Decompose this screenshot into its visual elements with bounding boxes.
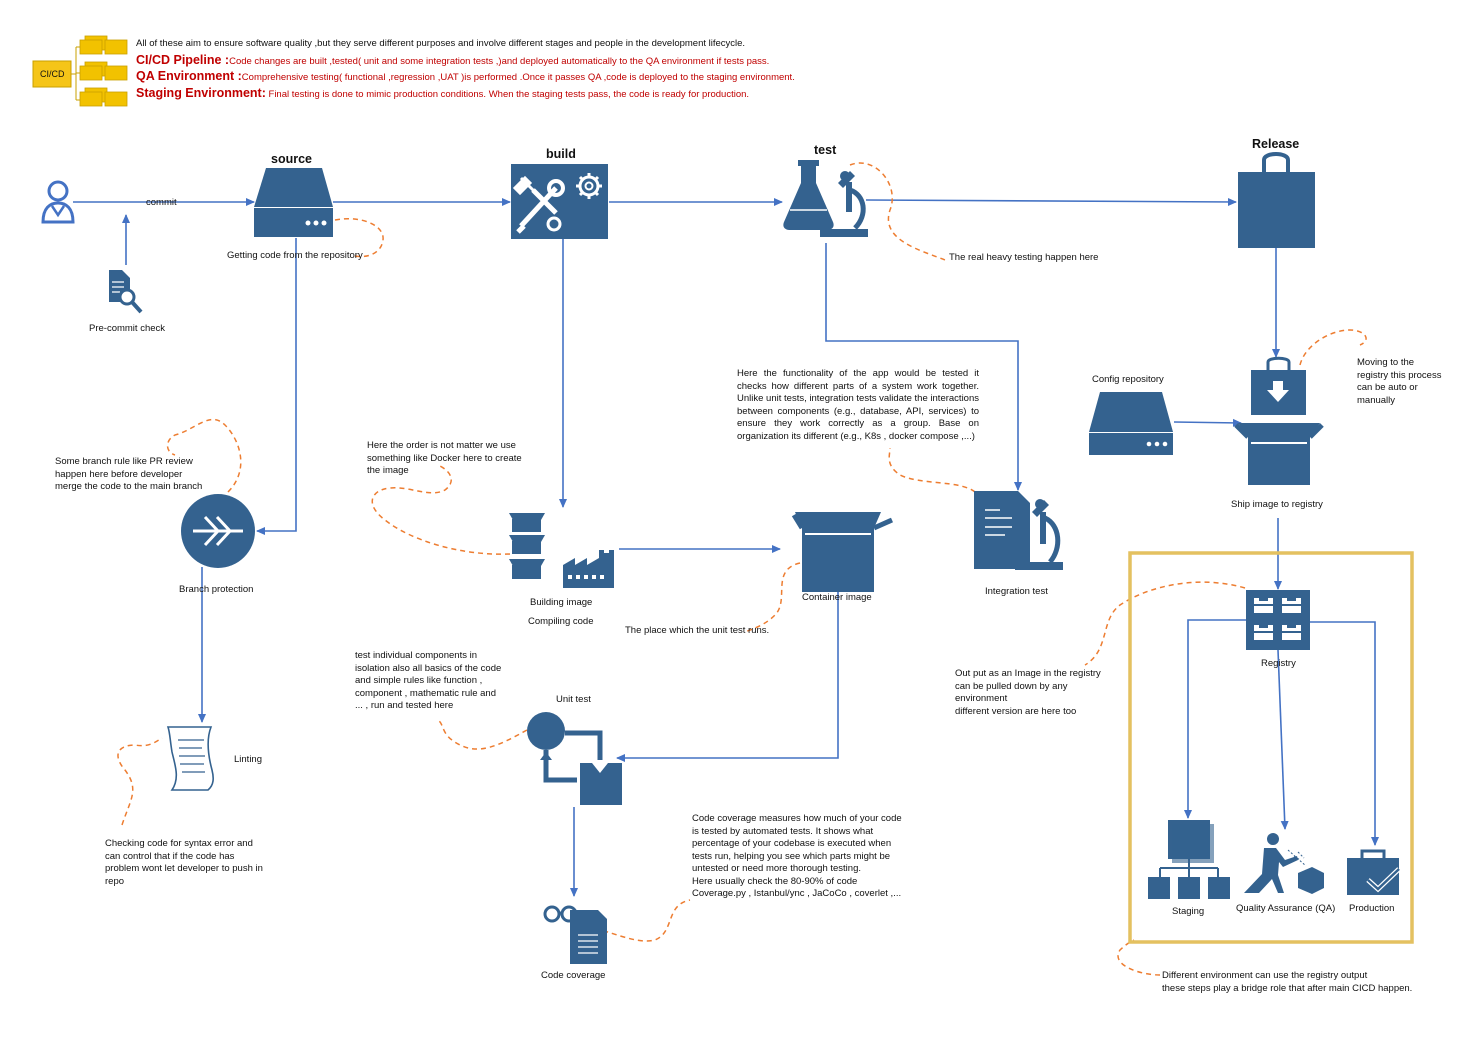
code-coverage-icon	[543, 905, 607, 964]
branch-protection-label: Branch protection	[179, 584, 254, 595]
linting-scroll-icon	[166, 726, 214, 791]
flow-arrows	[73, 197, 1379, 897]
legend-text: Final testing is done to mimic productio…	[265, 89, 750, 100]
integration-test-icon	[974, 491, 1063, 570]
document-search-icon	[109, 270, 143, 314]
stage-test-title: test	[814, 143, 837, 157]
legend-item-qa: QA Environment :Comprehensive testing( f…	[136, 69, 795, 83]
output-image-note: Out put as an Image in the registry can …	[955, 668, 1105, 718]
coverage-note: Code coverage measures how much of your …	[692, 813, 904, 901]
env-note: Different environment can use the regist…	[1162, 970, 1368, 981]
release-bag-icon	[1238, 152, 1315, 248]
lab-test-icon	[783, 160, 868, 237]
output-image-versions: different version are here too	[955, 705, 1077, 717]
config-server-icon	[1089, 392, 1173, 455]
code-coverage-label: Code coverage	[541, 970, 606, 981]
legend-text: Code changes are built ,tested( unit and…	[229, 56, 770, 67]
unit-place-note: The place which the unit test runs.	[625, 625, 770, 636]
linting-note: Checking code for syntax error and can c…	[105, 838, 263, 887]
env-note-bridge: these steps play a bridge role that afte…	[1162, 983, 1413, 994]
staging-hierarchy-icon	[1148, 820, 1230, 899]
docker-note: Here the order is not matter we use some…	[367, 440, 522, 476]
container-box-icon	[791, 512, 894, 592]
linting-label: Linting	[234, 754, 262, 765]
source-server-icon	[254, 168, 333, 237]
integration-test-label: Integration test	[985, 586, 1048, 597]
compiling-code-label: Compiling code	[528, 616, 594, 627]
legend-cicd-icon	[32, 35, 128, 107]
stage-release-title: Release	[1252, 137, 1300, 151]
branch-rule-note: Some branch rule like PR review happen h…	[55, 456, 203, 492]
commit-label: commit	[146, 197, 177, 208]
heavy-testing-note: The real heavy testing happen here	[949, 252, 1099, 263]
registry-label: Registry	[1261, 658, 1296, 669]
legend-title: Staging Environment:	[136, 86, 266, 100]
qa-inspector-icon	[1244, 833, 1324, 894]
stage-source-title: source	[271, 152, 312, 166]
image-layers-icon	[509, 513, 545, 579]
build-tools-icon	[511, 164, 608, 239]
legend-item-staging: Staging Environment: Final testing is do…	[136, 86, 749, 100]
unit-test-icon	[527, 712, 622, 805]
legend-item-cicd: CI/CD Pipeline :Code changes are built ,…	[136, 53, 769, 67]
factory-icon	[563, 550, 614, 588]
ship-image-label: Ship image to registry	[1231, 499, 1323, 510]
stage-build-title: build	[546, 147, 576, 161]
coverage-note-range: Here usually check the 80-90% of code	[692, 875, 858, 887]
moving-registry-note: Moving to the registry this process can …	[1357, 357, 1442, 406]
callout-lines	[117, 162, 1367, 976]
production-briefcase-icon	[1347, 849, 1401, 895]
environments-frame	[1128, 551, 1414, 944]
legend-box-label: CI/CD	[40, 69, 65, 79]
container-image-label: Container image	[802, 592, 872, 603]
branch-protection-icon	[181, 494, 255, 568]
precommit-label: Pre-commit check	[89, 323, 166, 334]
config-repository-label: Config repository	[1092, 374, 1164, 385]
user-icon	[41, 180, 75, 224]
unit-note: test individual components in isolation …	[355, 650, 502, 711]
ship-image-icon	[1234, 356, 1324, 485]
qa-label: Quality Assurance (QA)	[1236, 903, 1336, 914]
registry-icon	[1246, 590, 1310, 650]
integration-note: Here the functionality of the app would …	[737, 368, 979, 442]
legend-intro: All of these aim to ensure software qual…	[136, 38, 746, 49]
staging-label: Staging	[1172, 906, 1205, 917]
building-image-label: Building image	[530, 597, 593, 608]
coverage-note-tools: Coverage.py , Istanbul/ync , JaCoCo , co…	[692, 888, 902, 899]
coverage-note-main: Code coverage measures how much of your …	[692, 813, 902, 874]
legend-title: CI/CD Pipeline :	[136, 53, 230, 67]
unit-test-label: Unit test	[556, 694, 591, 705]
legend-text: Comprehensive testing( functional ,regre…	[241, 72, 795, 83]
production-label: Production	[1349, 903, 1395, 914]
getting-code-label: Getting code from the repository	[227, 250, 363, 261]
output-image-main: Out put as an Image in the registry can …	[955, 668, 1101, 704]
legend-title: QA Environment :	[136, 69, 242, 83]
